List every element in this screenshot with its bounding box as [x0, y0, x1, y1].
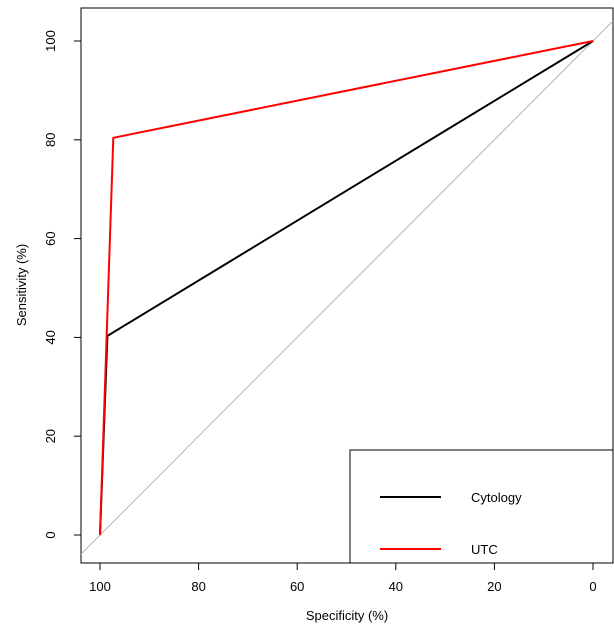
x-tick-label: 80: [191, 579, 205, 594]
x-tick-label: 60: [290, 579, 304, 594]
legend: Cytology UTC: [349, 449, 614, 564]
series-line-utc: [99, 40, 594, 536]
y-axis: 0 20 40 60 80 100: [43, 30, 81, 539]
x-tick-label: 0: [589, 579, 596, 594]
legend-label-cytology: Cytology: [471, 490, 522, 505]
y-tick-label: 80: [43, 133, 58, 147]
y-axis-label: Sensitivity (%): [14, 244, 29, 326]
series-layer: [99, 40, 594, 536]
x-tick-label: 20: [487, 579, 501, 594]
legend-label-utc: UTC: [471, 542, 498, 557]
x-tick-label: 40: [389, 579, 403, 594]
y-tick-label: 40: [43, 330, 58, 344]
y-tick-label: 60: [43, 231, 58, 245]
y-tick-label: 0: [43, 531, 58, 538]
plot-frame: [80, 7, 614, 564]
y-tick-label: 20: [43, 429, 58, 443]
legend-box: [349, 449, 614, 564]
y-tick-label: 100: [43, 30, 58, 52]
x-axis-label: Specificity (%): [306, 608, 388, 623]
x-axis: 100 80 60 40 20 0: [89, 563, 597, 594]
x-tick-label: 100: [89, 579, 111, 594]
